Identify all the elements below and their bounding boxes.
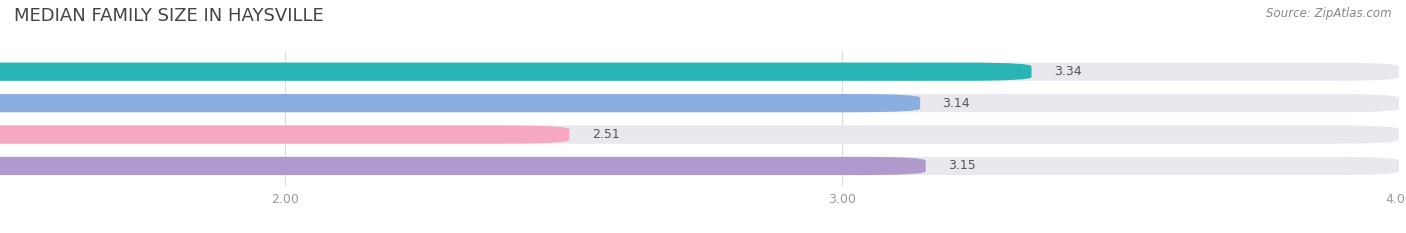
- FancyBboxPatch shape: [0, 125, 1399, 144]
- Text: 2.51: 2.51: [592, 128, 620, 141]
- FancyBboxPatch shape: [0, 63, 1399, 81]
- Text: 3.34: 3.34: [1053, 65, 1081, 78]
- FancyBboxPatch shape: [0, 157, 1399, 175]
- Text: Source: ZipAtlas.com: Source: ZipAtlas.com: [1267, 7, 1392, 20]
- FancyBboxPatch shape: [0, 157, 925, 175]
- FancyBboxPatch shape: [0, 94, 920, 112]
- Text: MEDIAN FAMILY SIZE IN HAYSVILLE: MEDIAN FAMILY SIZE IN HAYSVILLE: [14, 7, 323, 25]
- Text: 3.14: 3.14: [942, 97, 970, 110]
- FancyBboxPatch shape: [0, 63, 1032, 81]
- Text: 3.15: 3.15: [948, 159, 976, 172]
- FancyBboxPatch shape: [0, 125, 569, 144]
- FancyBboxPatch shape: [0, 94, 1399, 112]
